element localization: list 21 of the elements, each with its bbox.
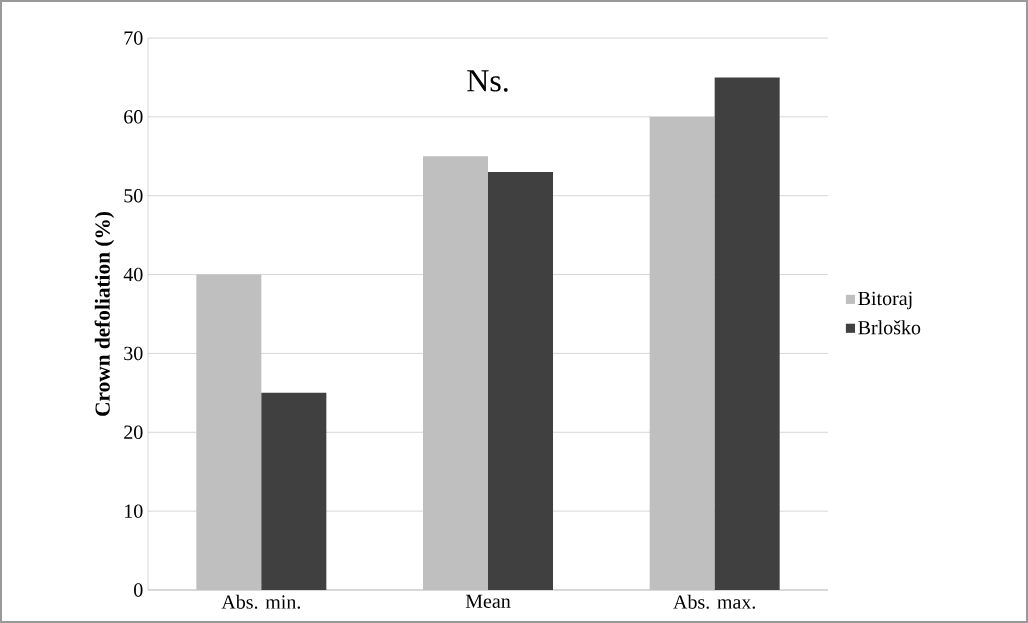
x-tick-label: Mean: [465, 594, 511, 608]
bar: [196, 274, 262, 590]
legend-label: Brloško: [858, 320, 921, 335]
y-axis-title: Crown defoliation (%): [94, 212, 115, 416]
y-tick-label: 70: [124, 31, 143, 45]
bar: [488, 172, 554, 590]
bar: [423, 156, 488, 590]
bar: [714, 77, 780, 590]
bar: [649, 116, 715, 590]
x-tick-label: Abs. min.: [221, 594, 301, 609]
legend-label: Bitoraj: [858, 291, 912, 310]
y-tick-label: 30: [124, 346, 143, 361]
y-tick-label: 20: [124, 425, 143, 440]
y-tick-label: 0: [134, 583, 143, 597]
y-tick-label: 40: [123, 267, 143, 282]
annotation: Ns.: [467, 70, 508, 92]
y-tick-label: 60: [124, 110, 143, 124]
x-tick-label: Abs. max.: [673, 594, 756, 609]
y-tick-label: 50: [124, 188, 143, 203]
y-tick-label: 10: [125, 504, 143, 518]
bar: [261, 392, 327, 590]
